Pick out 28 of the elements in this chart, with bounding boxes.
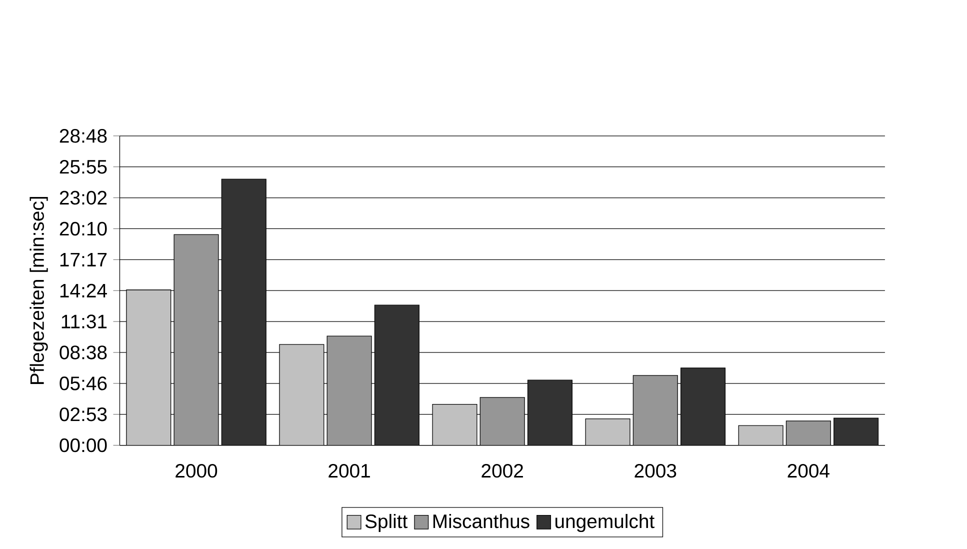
x-tick-label: 2001 <box>328 464 370 478</box>
legend-label: Miscanthus <box>433 514 530 528</box>
y-tick-label: 20:10 <box>60 222 107 236</box>
bar <box>174 234 219 446</box>
y-tick-label: 28:48 <box>60 129 107 143</box>
y-tick-label: 14:24 <box>60 284 107 298</box>
y-tick-label: 08:38 <box>60 346 107 360</box>
y-tick-label: 17:17 <box>60 253 107 266</box>
bar <box>738 425 784 446</box>
bar <box>480 397 525 446</box>
bar <box>786 420 831 446</box>
y-tick-label: 25:55 <box>60 160 107 174</box>
legend-label: Splitt <box>365 514 408 532</box>
legend-label: ungemulcht <box>556 514 654 532</box>
x-tick-label: 2003 <box>634 464 676 478</box>
y-tick-label: 02:53 <box>60 408 107 422</box>
y-tick-label: 05:46 <box>60 376 107 390</box>
bar <box>632 375 678 446</box>
bar <box>834 418 879 446</box>
x-tick-label: 2002 <box>482 464 523 478</box>
x-tick-label: 2000 <box>176 464 218 478</box>
y-tick-label: 00:00 <box>60 438 107 452</box>
y-axis-title: Pflegezeiten [min:sec] <box>30 197 48 384</box>
y-tick-label: 11:31 <box>62 314 107 328</box>
x-tick-label: 2004 <box>788 464 830 478</box>
y-tick-label: 23:02 <box>60 190 107 205</box>
bar <box>585 418 630 446</box>
bar <box>326 336 372 446</box>
